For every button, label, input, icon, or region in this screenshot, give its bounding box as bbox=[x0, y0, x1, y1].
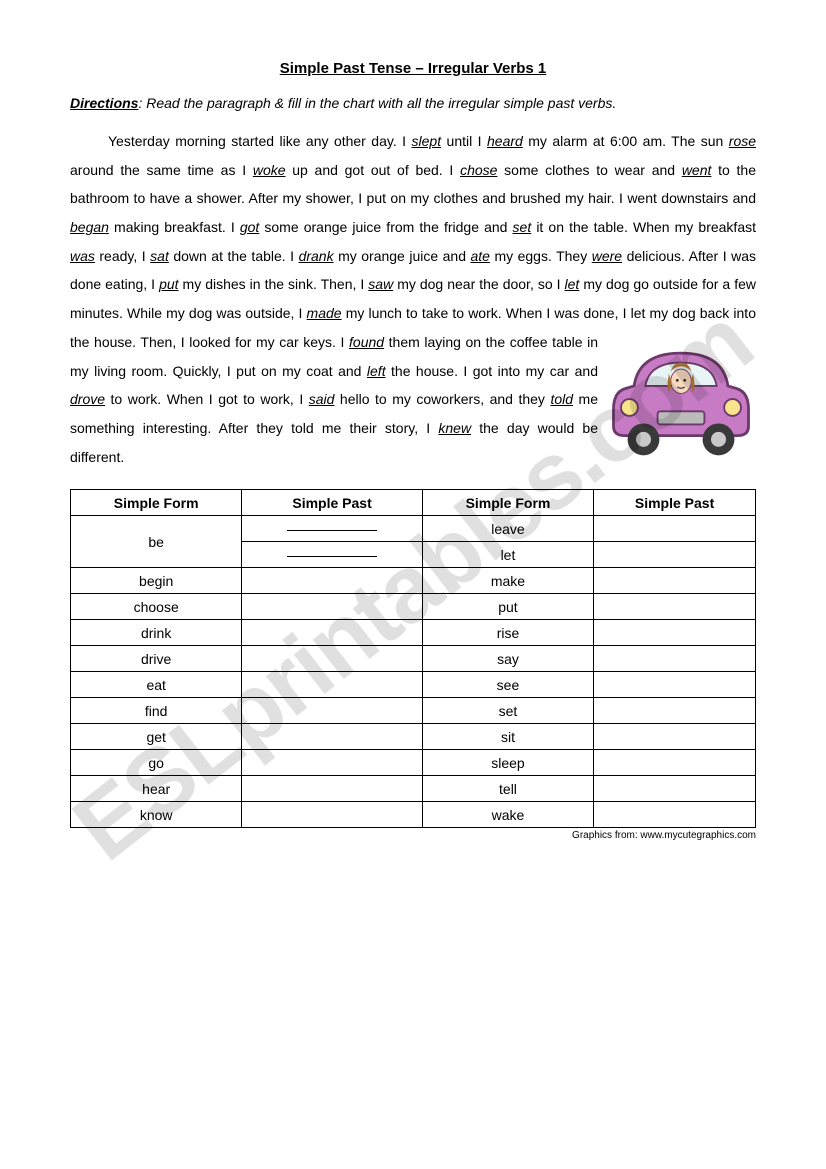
table-body: beleaveletbeginmakechooseputdrinkrisedri… bbox=[71, 516, 756, 828]
simple-form-cell: set bbox=[422, 698, 593, 724]
simple-form-cell: drive bbox=[71, 646, 242, 672]
past-verb: got bbox=[240, 219, 259, 235]
simple-past-cell[interactable] bbox=[242, 750, 422, 776]
simple-form-cell: leave bbox=[422, 516, 593, 542]
table-header-row: Simple FormSimple PastSimple FormSimple … bbox=[71, 490, 756, 516]
simple-past-cell[interactable] bbox=[594, 542, 756, 568]
simple-form-cell: get bbox=[71, 724, 242, 750]
simple-past-cell[interactable] bbox=[242, 594, 422, 620]
past-verb: saw bbox=[368, 276, 393, 292]
simple-past-cell[interactable] bbox=[242, 516, 422, 542]
simple-form-cell: eat bbox=[71, 672, 242, 698]
past-verb: found bbox=[349, 334, 384, 350]
simple-form-cell: put bbox=[422, 594, 593, 620]
simple-form-cell: know bbox=[71, 802, 242, 828]
table-row: begin make bbox=[71, 568, 756, 594]
simple-form-cell: tell bbox=[422, 776, 593, 802]
table-row: choose put bbox=[71, 594, 756, 620]
simple-past-cell[interactable] bbox=[594, 646, 756, 672]
past-verb: said bbox=[309, 391, 335, 407]
simple-form-cell: see bbox=[422, 672, 593, 698]
past-verb: chose bbox=[460, 162, 497, 178]
table-header: Simple Form bbox=[422, 490, 593, 516]
past-verb: rose bbox=[729, 133, 756, 149]
past-verb: woke bbox=[253, 162, 286, 178]
past-verb: slept bbox=[412, 133, 442, 149]
past-verb: drove bbox=[70, 391, 105, 407]
simple-past-cell[interactable] bbox=[242, 568, 422, 594]
reading-paragraph: Yesterday morning started like any other… bbox=[70, 127, 756, 471]
simple-form-cell: begin bbox=[71, 568, 242, 594]
simple-past-cell[interactable] bbox=[242, 724, 422, 750]
past-verb: let bbox=[565, 276, 580, 292]
table-header: Simple Form bbox=[71, 490, 242, 516]
simple-past-cell[interactable] bbox=[594, 672, 756, 698]
past-verb: were bbox=[592, 248, 622, 264]
simple-form-cell: go bbox=[71, 750, 242, 776]
simple-form-cell: hear bbox=[71, 776, 242, 802]
past-verb: sat bbox=[150, 248, 169, 264]
simple-past-cell[interactable] bbox=[594, 724, 756, 750]
directions-text: : Read the paragraph & fill in the chart… bbox=[138, 95, 616, 111]
table-row: drink rise bbox=[71, 620, 756, 646]
table-row: eat see bbox=[71, 672, 756, 698]
past-verb: set bbox=[513, 219, 532, 235]
table-row: go sleep bbox=[71, 750, 756, 776]
blank-line[interactable] bbox=[287, 556, 377, 557]
simple-past-cell[interactable] bbox=[594, 698, 756, 724]
simple-past-cell[interactable] bbox=[242, 776, 422, 802]
past-verb: made bbox=[307, 305, 342, 321]
simple-past-cell[interactable] bbox=[594, 568, 756, 594]
simple-form-cell: wake bbox=[422, 802, 593, 828]
simple-past-cell[interactable] bbox=[594, 750, 756, 776]
directions-label: Directions bbox=[70, 95, 138, 111]
simple-past-cell[interactable] bbox=[594, 802, 756, 828]
simple-form-cell: say bbox=[422, 646, 593, 672]
simple-past-cell[interactable] bbox=[594, 776, 756, 802]
past-verb: was bbox=[70, 248, 95, 264]
simple-past-cell[interactable] bbox=[242, 542, 422, 568]
simple-past-cell[interactable] bbox=[594, 516, 756, 542]
simple-past-cell[interactable] bbox=[242, 672, 422, 698]
simple-form-cell: rise bbox=[422, 620, 593, 646]
past-verb: ate bbox=[470, 248, 489, 264]
past-verb: went bbox=[682, 162, 712, 178]
past-verb: knew bbox=[438, 420, 471, 436]
table-row: drive say bbox=[71, 646, 756, 672]
past-verb: began bbox=[70, 219, 109, 235]
simple-form-cell: choose bbox=[71, 594, 242, 620]
simple-past-cell[interactable] bbox=[242, 698, 422, 724]
simple-form-cell: find bbox=[71, 698, 242, 724]
table-header: Simple Past bbox=[242, 490, 422, 516]
simple-form-cell: let bbox=[422, 542, 593, 568]
simple-past-cell[interactable] bbox=[594, 594, 756, 620]
worksheet-page: Simple Past Tense – Irregular Verbs 1 Di… bbox=[0, 0, 826, 881]
blank-line[interactable] bbox=[287, 530, 377, 531]
table-row: find set bbox=[71, 698, 756, 724]
past-verb: put bbox=[159, 276, 178, 292]
graphics-credit: Graphics from: www.mycutegraphics.com bbox=[70, 830, 756, 841]
past-verb: heard bbox=[487, 133, 523, 149]
table-header: Simple Past bbox=[594, 490, 756, 516]
past-verb: drank bbox=[299, 248, 334, 264]
past-verb: told bbox=[550, 391, 573, 407]
simple-past-cell[interactable] bbox=[242, 802, 422, 828]
verb-table: Simple FormSimple PastSimple FormSimple … bbox=[70, 489, 756, 828]
simple-form-cell: be bbox=[71, 516, 242, 568]
simple-form-cell: drink bbox=[71, 620, 242, 646]
table-row: beleave bbox=[71, 516, 756, 542]
simple-form-cell: make bbox=[422, 568, 593, 594]
simple-form-cell: sleep bbox=[422, 750, 593, 776]
table-row: know wake bbox=[71, 802, 756, 828]
simple-past-cell[interactable] bbox=[242, 620, 422, 646]
car-illustration-icon bbox=[606, 330, 756, 470]
directions: Directions: Read the paragraph & fill in… bbox=[70, 95, 756, 111]
simple-form-cell: sit bbox=[422, 724, 593, 750]
simple-past-cell[interactable] bbox=[242, 646, 422, 672]
past-verb: left bbox=[367, 363, 386, 379]
table-row: get sit bbox=[71, 724, 756, 750]
table-row: hear tell bbox=[71, 776, 756, 802]
simple-past-cell[interactable] bbox=[594, 620, 756, 646]
page-title: Simple Past Tense – Irregular Verbs 1 bbox=[70, 60, 756, 77]
